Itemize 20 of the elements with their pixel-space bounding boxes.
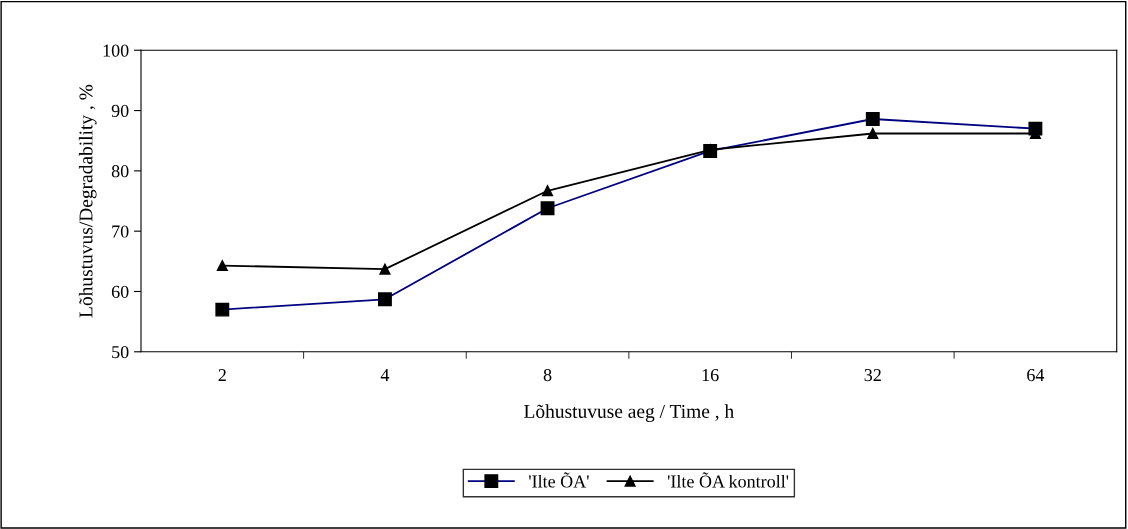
legend-label: 'Ilte ÕA' <box>529 472 589 488</box>
x-tick-label: 4 <box>380 369 390 381</box>
legend-label: 'Ilte ÕA kontroll' <box>667 472 789 488</box>
x-tick-label: 32 <box>864 369 881 382</box>
y-tick-label: 100 <box>103 44 129 57</box>
y-tick-label: 50 <box>112 346 129 359</box>
y-tick-label: 90 <box>111 104 129 117</box>
x-tick-label: 2 <box>218 369 226 381</box>
x-tick-label: 64 <box>1027 369 1045 382</box>
y-tick-label: 80 <box>111 165 129 178</box>
x-tick-label: 8 <box>543 368 552 382</box>
y-tick-label: 70 <box>112 225 129 238</box>
x-tick-label: 16 <box>702 369 719 382</box>
y-axis-title: Lõhustuvus/Degradability , % <box>78 84 97 318</box>
y-tick-label: 60 <box>111 285 129 298</box>
x-axis-title: Lõhustuvuse aeg / Time , h <box>524 404 734 422</box>
point <box>379 263 391 275</box>
point <box>867 127 879 140</box>
point <box>541 185 554 197</box>
point <box>216 259 228 272</box>
